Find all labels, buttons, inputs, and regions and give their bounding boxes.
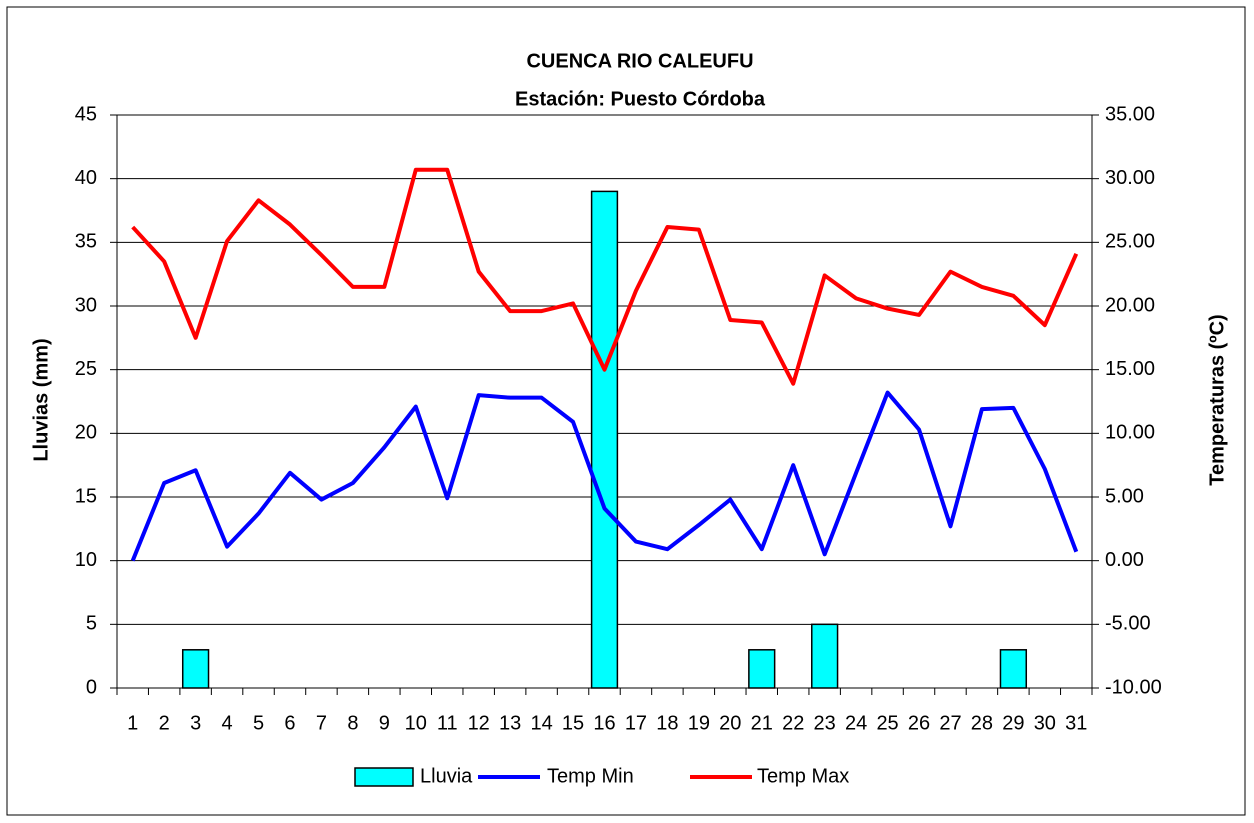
x-tick-label: 3	[190, 712, 201, 734]
x-tick-label: 1	[127, 712, 138, 734]
x-tick-label: 14	[530, 712, 552, 734]
bar	[811, 623, 839, 689]
x-tick-label: 5	[253, 712, 264, 734]
x-tick-label: 19	[688, 712, 710, 734]
x-tick-label: 20	[719, 712, 741, 734]
x-tick-label: 12	[468, 712, 490, 734]
x-tick-label: 15	[562, 712, 584, 734]
line-series	[131, 167, 1079, 386]
y-tick-label: 30	[75, 294, 97, 316]
y2-tick-label: -5.00	[1105, 613, 1151, 635]
x-tick-label: 26	[908, 712, 930, 734]
legend-label: Lluvia	[420, 765, 473, 787]
y-tick-label: 45	[75, 103, 97, 125]
y2-tick-label: 30.00	[1105, 167, 1155, 189]
y2-tick-label: -10.00	[1105, 676, 1162, 698]
chart-title: CUENCA RIO CALEUFU	[526, 50, 753, 72]
chart-subtitle: Estación: Puesto Córdoba	[515, 88, 766, 110]
x-tick-label: 17	[625, 712, 647, 734]
legend-swatch	[354, 767, 414, 787]
x-tick-label: 10	[405, 712, 427, 734]
legend-label: Temp Max	[757, 765, 849, 787]
bar	[999, 649, 1028, 689]
x-tick-label: 9	[379, 712, 390, 734]
x-tick-label: 6	[284, 712, 295, 734]
y2-axis-label: Temperaturas (ºC)	[1206, 314, 1228, 485]
y2-tick-label: 15.00	[1105, 358, 1155, 380]
x-tick-label: 21	[751, 712, 773, 734]
y-tick-label: 0	[86, 676, 97, 698]
line-series	[130, 390, 1079, 562]
y-tick-label: 10	[75, 549, 97, 571]
y2-tick-label: 10.00	[1105, 422, 1155, 444]
y-tick-label: 40	[75, 167, 97, 189]
x-tick-label: 18	[656, 712, 678, 734]
x-tick-label: 29	[1002, 712, 1024, 734]
x-tick-label: 4	[222, 712, 233, 734]
y2-tick-label: 25.00	[1105, 231, 1155, 253]
y2-tick-label: 0.00	[1105, 549, 1144, 571]
y-tick-label: 35	[75, 231, 97, 253]
legend-label: Temp Min	[547, 765, 634, 787]
x-tick-label: 16	[593, 712, 615, 734]
y-tick-label: 5	[86, 613, 97, 635]
y-tick-label: 25	[75, 358, 97, 380]
y2-tick-label: 35.00	[1105, 103, 1155, 125]
x-tick-label: 31	[1065, 712, 1087, 734]
y2-tick-label: 20.00	[1105, 294, 1155, 316]
x-tick-label: 7	[316, 712, 327, 734]
y-tick-label: 20	[75, 422, 97, 444]
y-axis-label: Lluvias (mm)	[30, 338, 52, 461]
y2-tick-label: 5.00	[1105, 485, 1144, 507]
chart-frame	[6, 6, 1246, 816]
y-tick-label: 15	[75, 485, 97, 507]
x-tick-label: 8	[347, 712, 358, 734]
x-tick-label: 13	[499, 712, 521, 734]
bar	[748, 649, 776, 689]
bar	[181, 649, 210, 689]
x-tick-label: 2	[159, 712, 170, 734]
x-tick-label: 25	[876, 712, 898, 734]
x-tick-label: 30	[1034, 712, 1056, 734]
x-tick-label: 27	[939, 712, 961, 734]
x-tick-label: 24	[845, 712, 867, 734]
x-tick-label: 11	[437, 712, 458, 734]
x-tick-label: 28	[971, 712, 993, 734]
x-tick-label: 22	[782, 712, 804, 734]
x-tick-label: 23	[814, 712, 836, 734]
bar	[590, 190, 619, 689]
